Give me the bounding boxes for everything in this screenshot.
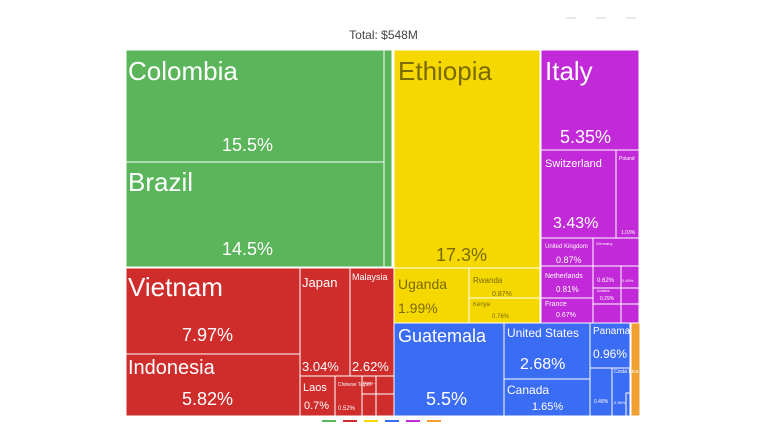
tile-label: Laos	[303, 382, 327, 394]
tile-colombia[interactable]	[125, 49, 389, 163]
treemap-tile[interactable]	[625, 392, 631, 417]
tile-value-label: 0.52%	[338, 406, 356, 412]
tile-value-label: 5.5%	[426, 389, 467, 409]
legend-swatch[interactable]	[406, 420, 420, 422]
tile-value-label: 14.5%	[222, 239, 273, 259]
treemap-tile[interactable]	[630, 322, 641, 417]
tile-chinese-taipei[interactable]	[334, 375, 363, 417]
tile-japan[interactable]	[299, 267, 351, 377]
tile-label: Colombia	[128, 56, 238, 86]
tile-value-label: 0.87%	[492, 291, 512, 298]
tile-indonesia[interactable]	[125, 353, 301, 417]
tile-label: Kenya	[473, 302, 491, 308]
tile-value-label: 0.87%	[556, 255, 582, 265]
tile-value-label: 0.67%	[556, 312, 576, 319]
tile-value-label: 5.82%	[182, 389, 233, 409]
tile-label: Costa Rica	[614, 369, 639, 375]
tile-vietnam[interactable]	[125, 267, 301, 355]
tile-laos[interactable]	[299, 375, 336, 417]
tile-label: Rwanda	[473, 276, 503, 285]
treemap-tile[interactable]	[620, 265, 640, 289]
tile-value-label: 0.81%	[556, 285, 579, 294]
tile-value-label: 0.96%	[593, 347, 627, 361]
tile-value-label: 0.7%	[304, 400, 329, 412]
tile-value-label: 0.62%	[597, 278, 615, 284]
tile-value-label: 2.62%	[352, 359, 389, 374]
chart-title: Total: $548M	[349, 28, 418, 42]
tile-label: Malaysia	[352, 272, 388, 282]
tile-label: Guatemala	[398, 326, 487, 346]
tile-label: Brazil	[128, 167, 193, 197]
tile-label: Poland	[619, 156, 635, 162]
tile-uganda[interactable]	[393, 267, 470, 324]
treemap-tile[interactable]	[592, 265, 622, 289]
treemap-tile[interactable]	[620, 303, 640, 324]
tile-value-label: 15.5%	[222, 135, 273, 155]
tile-value-label: 1.99%	[398, 300, 438, 316]
tile-kenya[interactable]	[468, 297, 541, 324]
legend-swatch[interactable]	[322, 420, 336, 422]
treemap-tile[interactable]	[361, 393, 377, 417]
tile-brazil[interactable]	[125, 161, 389, 268]
treemap-tile[interactable]	[592, 303, 622, 324]
tile-label: Italy	[545, 56, 593, 86]
tile-value-label: 17.3%	[436, 245, 487, 265]
legend-swatch[interactable]	[427, 420, 441, 422]
tile-value-label: 0.48%	[594, 399, 609, 405]
toolbar-dash-icon[interactable]	[626, 17, 636, 19]
legend-swatch[interactable]	[364, 420, 378, 422]
tile-label: Panama	[593, 326, 631, 337]
tile-label: Hong...	[363, 380, 376, 385]
toolbar-dash-icon[interactable]	[596, 17, 606, 19]
tile-ethiopia[interactable]	[393, 49, 541, 269]
tile-value-label: 2.68%	[520, 356, 565, 373]
tile-value-label: 0.76%	[492, 314, 510, 320]
tile-label: France	[545, 301, 567, 308]
tile-value-label: 3.04%	[302, 359, 339, 374]
tile-canada[interactable]	[503, 378, 591, 417]
tile-value-label: 1.03%	[621, 230, 636, 236]
tile-guatemala[interactable]	[393, 322, 505, 417]
tile-label: Ethiopia	[398, 56, 492, 86]
tile-value-label: 1.65%	[532, 401, 563, 413]
treemap-tile[interactable]	[375, 393, 395, 417]
tile-poland[interactable]	[615, 149, 640, 239]
treemap-tile[interactable]	[375, 375, 395, 395]
tile-label: Indonesia	[128, 357, 216, 379]
treemap-tile[interactable]	[620, 287, 640, 305]
tile-label: United Kingdom	[545, 244, 588, 250]
tile-value-label: 5.35%	[560, 127, 611, 147]
tile-label: Uganda	[398, 276, 447, 292]
tile-label: Austria	[597, 288, 610, 293]
tile-label: Switzerland	[545, 158, 602, 170]
treemap-tile[interactable]	[589, 367, 613, 417]
tile-united-states[interactable]	[503, 322, 591, 380]
tile-label: United States	[507, 326, 579, 340]
legend-swatch[interactable]	[385, 420, 399, 422]
legend-swatch[interactable]	[343, 420, 357, 422]
tile-malaysia[interactable]	[349, 267, 395, 377]
tile-rwanda[interactable]	[468, 267, 541, 299]
tile-value-label: 0.29%	[600, 296, 615, 302]
tile-italy[interactable]	[540, 49, 640, 151]
tile-label: Vietnam	[128, 272, 223, 302]
toolbar-dash-icon[interactable]	[566, 17, 576, 19]
tile-label: Canada	[507, 383, 549, 397]
tile-value-label: 7.97%	[182, 325, 233, 345]
tile-label: Netherlands	[545, 273, 583, 280]
tile-value-label: 0.36%	[614, 400, 626, 405]
tile-label: Chinese Taipei	[338, 382, 371, 388]
tile-label: Japan	[302, 275, 337, 290]
tile-value-label: 3.43%	[553, 215, 598, 232]
treemap-tile[interactable]	[383, 49, 393, 268]
tile-label: Germany	[596, 241, 612, 246]
tile-value-label: 0.49%	[622, 278, 634, 283]
tile-panama[interactable]	[589, 322, 631, 369]
